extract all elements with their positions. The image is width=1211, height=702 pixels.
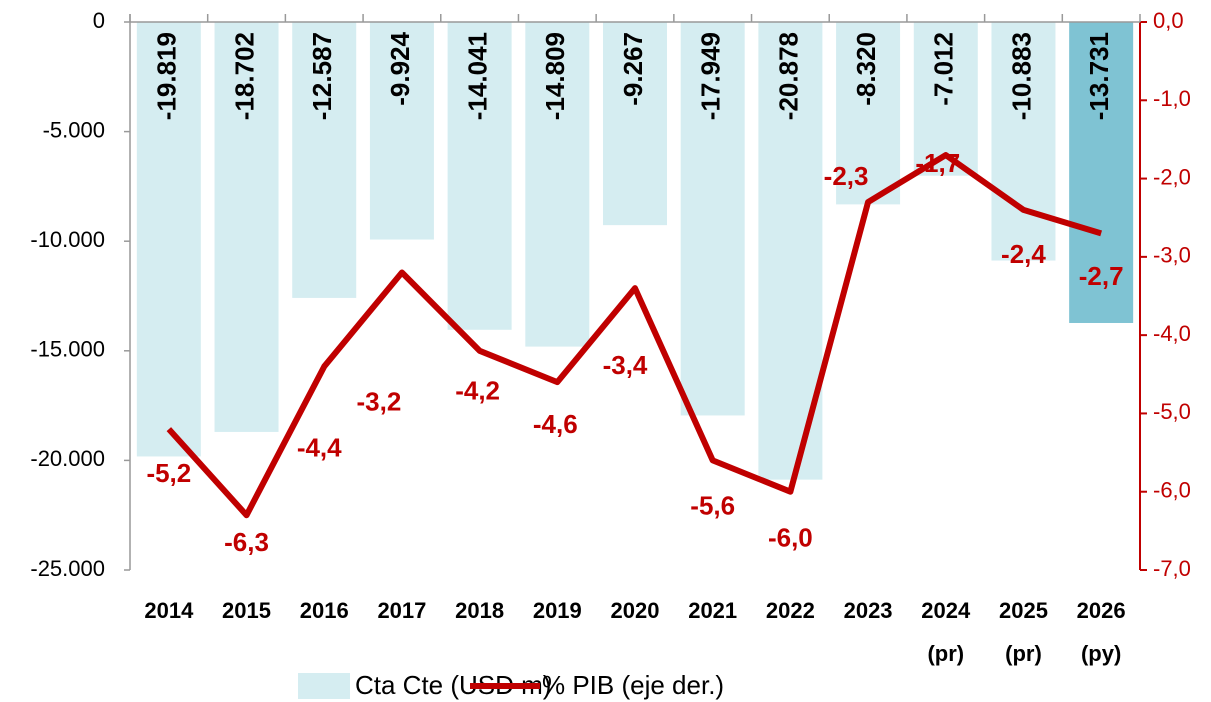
- axes: [124, 14, 1147, 571]
- y2-tick-label: -7,0: [1153, 556, 1191, 581]
- line-value-label: -2,4: [1001, 239, 1046, 269]
- line-value-label: -4,2: [455, 376, 500, 406]
- line-value-label: -3,2: [357, 386, 402, 416]
- legend-label: % PIB (eje der.): [542, 670, 724, 700]
- x-tick-label: 2024 (pr): [921, 598, 971, 666]
- x-tick-line: 2026: [1077, 598, 1126, 623]
- line-value-label: -5,2: [146, 458, 191, 488]
- bar-value-label: -18.702: [229, 32, 259, 120]
- y2-tick-label: -4,0: [1153, 321, 1191, 346]
- y2-tick-label: -3,0: [1153, 243, 1191, 268]
- bar-value-label: -9.924: [385, 31, 415, 105]
- bar-value-label: -12.587: [307, 32, 337, 120]
- x-tick-line: 2025: [999, 598, 1048, 623]
- bar: [136, 22, 201, 457]
- y-tick-label: -15.000: [30, 337, 105, 362]
- bar: [292, 22, 357, 298]
- y2-tick-label: -6,0: [1153, 478, 1191, 503]
- y2-tick-label: -2,0: [1153, 164, 1191, 189]
- bar-value-label: -10.883: [1006, 32, 1036, 120]
- bar: [913, 22, 978, 176]
- x-tick-label: 2015: [222, 598, 271, 623]
- line-value-label: -4,6: [533, 409, 578, 439]
- y2-tick-label: -1,0: [1153, 86, 1191, 111]
- x-tick-label: 2023: [844, 598, 893, 623]
- bar-value-label: -13.731: [1084, 32, 1114, 120]
- bars: [136, 22, 1134, 480]
- y-tick-label: -10.000: [30, 227, 105, 252]
- bar: [447, 22, 512, 330]
- bar: [369, 22, 434, 240]
- line-layer: [166, 152, 1103, 519]
- y-tick-label: -25.000: [30, 556, 105, 581]
- x-tick-line: (pr): [1005, 641, 1042, 666]
- x-tick-line: (py): [1081, 641, 1121, 666]
- bar-value-label: -9.267: [618, 32, 648, 106]
- bar-value-label: -19.819: [152, 32, 182, 120]
- line-value-label: -2,3: [824, 161, 869, 191]
- line-value-label: -1,7: [915, 148, 960, 178]
- bar: [680, 22, 745, 416]
- bar: [1069, 22, 1134, 323]
- bar-value-label: -8.320: [851, 32, 881, 106]
- line-value-label: -6,3: [224, 527, 269, 557]
- bar: [214, 22, 279, 432]
- labels: -19.819 -18.702 -12.587 -9.924 -14.041 -14.80…: [146, 31, 1123, 557]
- x-tick-label: 2018: [455, 598, 504, 623]
- y2-tick-label: 0,0: [1153, 8, 1184, 33]
- x-tick-label: 2014: [144, 598, 194, 623]
- line: [166, 152, 1103, 519]
- bar-value-label: -20.878: [773, 32, 803, 120]
- bar: [836, 22, 901, 205]
- bar-value-label: -14.809: [540, 32, 570, 120]
- bar-value-label: -7.012: [929, 32, 959, 106]
- x-tick-line: (pr): [927, 641, 964, 666]
- x-tick-label: 2020: [611, 598, 660, 623]
- x-tick-label: 2021: [688, 598, 737, 623]
- bar-value-label: -14.041: [462, 32, 492, 120]
- x-tick-label: 2022: [766, 598, 815, 623]
- y2-tick-label: -5,0: [1153, 399, 1191, 424]
- x-tick-label: 2016: [300, 598, 349, 623]
- x-tick-label: 2025 (pr): [999, 598, 1048, 666]
- line-value-label: -2,7: [1079, 261, 1124, 291]
- x-tick-line: 2024: [921, 598, 971, 623]
- bar: [991, 22, 1056, 261]
- line-value-label: -6,0: [768, 523, 813, 553]
- bar-value-label: -17.949: [696, 32, 726, 120]
- x-tick-label: 2019: [533, 598, 582, 623]
- legend-swatch: [298, 673, 350, 699]
- bar: [603, 22, 667, 226]
- x-tick-label: 2026 (py): [1077, 598, 1126, 666]
- line-value-label: -3,4: [603, 350, 648, 380]
- x-tick-label: 2017: [377, 598, 426, 623]
- y-tick-label: 0: [93, 8, 105, 33]
- line-value-label: -4,4: [297, 432, 342, 462]
- bar: [525, 22, 590, 347]
- line-value-label: -5,6: [690, 490, 735, 520]
- y-tick-label: -5.000: [43, 117, 105, 142]
- y-tick-label: -20.000: [30, 446, 105, 471]
